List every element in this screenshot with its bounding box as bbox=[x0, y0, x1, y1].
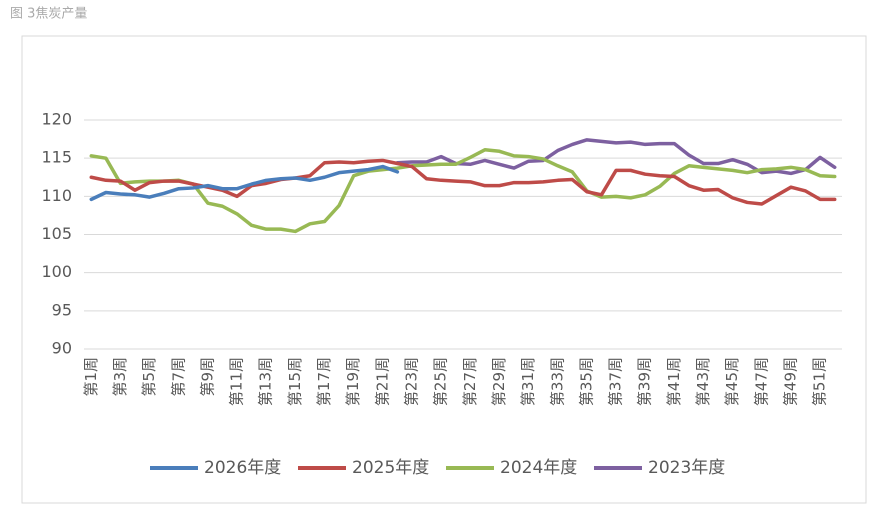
x-tick-label: 第13周 bbox=[257, 357, 275, 406]
x-tick-label: 第5周 bbox=[140, 357, 158, 397]
chart-border bbox=[21, 35, 867, 504]
y-tick-label: 110 bbox=[41, 186, 72, 205]
x-tick-label: 第31周 bbox=[519, 357, 537, 406]
x-tick-label: 第9周 bbox=[198, 357, 216, 397]
legend-label: 2026年度 bbox=[204, 458, 281, 478]
y-tick-label: 100 bbox=[41, 262, 72, 281]
x-tick-label: 第47周 bbox=[752, 357, 770, 406]
legend-label: 2025年度 bbox=[352, 458, 429, 478]
x-tick-label: 第37周 bbox=[607, 357, 625, 406]
x-tick-label: 第11周 bbox=[228, 357, 246, 406]
legend-label: 2024年度 bbox=[500, 458, 577, 478]
series-line bbox=[89, 164, 400, 202]
x-tick-label: 第19周 bbox=[344, 357, 362, 406]
x-tick-label: 第17周 bbox=[315, 357, 333, 406]
x-tick-label: 第21周 bbox=[373, 357, 391, 406]
x-tick-label: 第41周 bbox=[665, 357, 683, 406]
x-tick-label: 第27周 bbox=[461, 357, 479, 406]
x-tick-label: 第43周 bbox=[694, 357, 712, 406]
x-tick-label: 第33周 bbox=[548, 357, 566, 406]
x-tick-label: 第3周 bbox=[111, 357, 129, 397]
x-tick-label: 第29周 bbox=[490, 357, 508, 406]
y-tick-label: 95 bbox=[52, 300, 72, 319]
x-tick-label: 第15周 bbox=[286, 357, 304, 406]
x-tick-label: 第23周 bbox=[402, 357, 420, 406]
x-tick-label: 第51周 bbox=[811, 357, 829, 406]
x-tick-label: 第35周 bbox=[577, 357, 595, 406]
x-tick-label: 第49周 bbox=[781, 357, 799, 406]
x-tick-label: 第1周 bbox=[82, 357, 100, 397]
x-tick-label: 第39周 bbox=[636, 357, 654, 406]
y-tick-label: 105 bbox=[41, 224, 72, 243]
x-tick-label: 第7周 bbox=[169, 357, 187, 397]
x-tick-label: 第25周 bbox=[432, 357, 450, 406]
legend-label: 2023年度 bbox=[648, 458, 725, 478]
series-line bbox=[395, 138, 837, 176]
y-tick-label: 90 bbox=[52, 339, 72, 358]
x-tick-label: 第45周 bbox=[723, 357, 741, 406]
caption: 图 3焦炭产量 bbox=[10, 7, 87, 22]
series-line bbox=[89, 148, 837, 234]
y-tick-label: 115 bbox=[41, 148, 72, 167]
y-tick-label: 120 bbox=[41, 110, 72, 129]
